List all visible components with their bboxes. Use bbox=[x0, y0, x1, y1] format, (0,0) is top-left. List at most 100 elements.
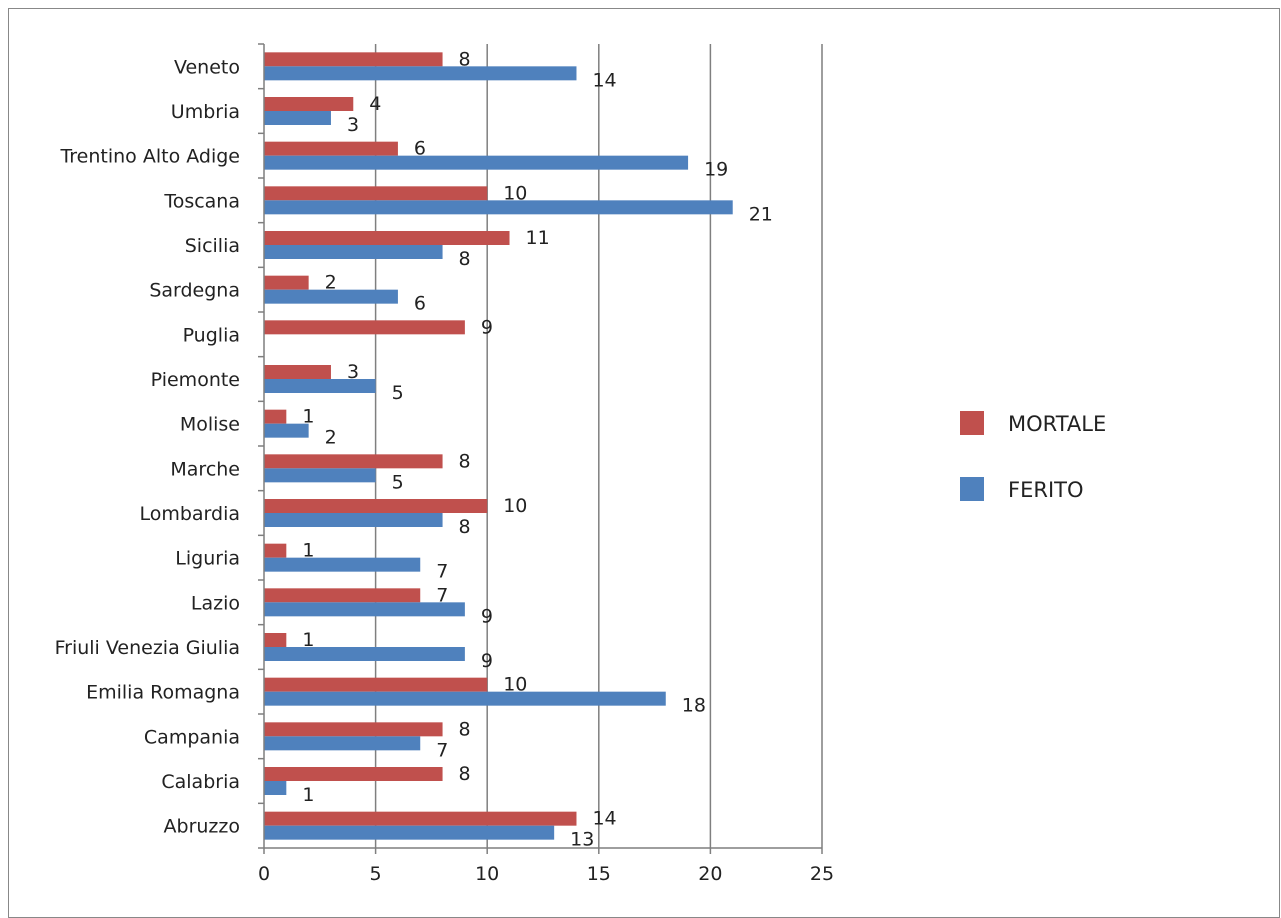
x-tick-label: 0 bbox=[258, 863, 270, 885]
data-label-ferito: 8 bbox=[459, 516, 471, 538]
category-label: Calabria bbox=[161, 771, 240, 793]
data-label-mortale: 10 bbox=[503, 182, 527, 204]
bar-mortale bbox=[264, 186, 488, 201]
bar-mortale bbox=[264, 722, 443, 737]
bar-mortale bbox=[264, 454, 443, 469]
bar-ferito bbox=[264, 245, 443, 259]
bar-ferito bbox=[264, 200, 733, 215]
data-label-mortale: 1 bbox=[302, 540, 314, 562]
bar-ferito bbox=[264, 423, 309, 438]
data-label-ferito: 1 bbox=[302, 784, 314, 806]
bar-ferito bbox=[264, 691, 666, 706]
bar-ferito bbox=[264, 289, 398, 304]
legend: MORTALE FERITO bbox=[960, 411, 1106, 502]
category-label: Abruzzo bbox=[164, 816, 240, 838]
x-tick-labels: 0 5 10 15 20 25 bbox=[258, 863, 834, 885]
bar-mortale bbox=[264, 52, 443, 67]
data-label-ferito: 21 bbox=[749, 203, 773, 225]
legend-swatch-mortale bbox=[960, 411, 984, 435]
data-label-ferito: 13 bbox=[570, 829, 594, 851]
data-label-ferito: 7 bbox=[436, 561, 448, 583]
data-label-ferito: 19 bbox=[704, 159, 728, 181]
data-label-ferito: 3 bbox=[347, 114, 359, 136]
data-labels: 8461011293181017110881414319218652587991… bbox=[302, 48, 773, 850]
category-label: Friuli Venezia Giulia bbox=[55, 637, 240, 659]
chart-frame: Veneto Umbria Trentino Alto Adige Toscana Si… bbox=[8, 8, 1280, 918]
x-tick-label: 20 bbox=[698, 863, 722, 885]
category-labels: Veneto Umbria Trentino Alto Adige Toscana Si… bbox=[55, 56, 240, 837]
data-label-mortale: 3 bbox=[347, 361, 359, 383]
bar-ferito bbox=[264, 602, 465, 617]
bar-ferito bbox=[264, 155, 689, 170]
bar-ferito bbox=[264, 781, 287, 795]
category-label: Puglia bbox=[183, 324, 240, 346]
bars bbox=[264, 52, 733, 840]
bar-mortale bbox=[264, 231, 510, 245]
data-label-mortale: 1 bbox=[302, 406, 314, 428]
data-label-ferito: 2 bbox=[325, 427, 337, 449]
data-label-ferito: 6 bbox=[414, 293, 426, 315]
data-label-mortale: 10 bbox=[503, 495, 527, 517]
bar-mortale bbox=[264, 320, 465, 335]
data-label-ferito: 18 bbox=[682, 695, 706, 717]
category-label: Piemonte bbox=[151, 369, 240, 391]
data-label-mortale: 8 bbox=[459, 450, 471, 472]
grid-lines bbox=[374, 44, 823, 848]
category-label: Umbria bbox=[171, 101, 240, 123]
category-label: Sicilia bbox=[185, 235, 240, 257]
bar-ferito bbox=[264, 736, 421, 751]
legend-label-mortale: MORTALE bbox=[1008, 412, 1106, 436]
category-label: Trentino Alto Adige bbox=[59, 146, 240, 168]
bar-mortale bbox=[264, 767, 443, 781]
bar-mortale bbox=[264, 275, 309, 290]
bar-mortale bbox=[264, 633, 287, 647]
bar-mortale bbox=[264, 141, 398, 156]
category-label: Sardegna bbox=[149, 280, 240, 302]
axes bbox=[258, 43, 823, 854]
category-label: Molise bbox=[180, 414, 240, 436]
category-label: Marche bbox=[170, 458, 240, 480]
bar-chart: Veneto Umbria Trentino Alto Adige Toscana Si… bbox=[55, 43, 1106, 885]
data-label-mortale: 7 bbox=[436, 584, 448, 606]
data-label-mortale: 4 bbox=[369, 93, 381, 115]
x-tick-label: 5 bbox=[370, 863, 382, 885]
category-label: Emilia Romagna bbox=[86, 682, 240, 704]
bar-ferito bbox=[264, 111, 331, 125]
data-label-mortale: 6 bbox=[414, 138, 426, 160]
bar-mortale bbox=[264, 499, 488, 513]
data-label-mortale: 8 bbox=[459, 763, 471, 785]
data-label-mortale: 14 bbox=[592, 808, 616, 830]
bar-mortale bbox=[264, 365, 331, 379]
data-label-ferito: 9 bbox=[481, 650, 493, 672]
data-label-ferito: 5 bbox=[392, 471, 404, 493]
category-label: Liguria bbox=[175, 548, 240, 570]
bar-mortale bbox=[264, 677, 488, 692]
data-label-ferito: 5 bbox=[392, 382, 404, 404]
bar-ferito bbox=[264, 66, 577, 81]
bar-ferito bbox=[264, 647, 465, 661]
data-label-mortale: 1 bbox=[302, 629, 314, 651]
bar-mortale bbox=[264, 811, 577, 826]
bar-ferito bbox=[264, 513, 443, 527]
x-tick-label: 25 bbox=[810, 863, 834, 885]
bar-ferito bbox=[264, 379, 376, 393]
bar-ferito bbox=[264, 468, 376, 483]
bar-ferito bbox=[264, 825, 555, 840]
x-tick-label: 10 bbox=[475, 863, 499, 885]
bar-mortale bbox=[264, 543, 287, 558]
data-label-ferito: 7 bbox=[436, 739, 448, 761]
category-label: Lombardia bbox=[139, 503, 240, 525]
data-label-mortale: 10 bbox=[503, 674, 527, 696]
bar-ferito bbox=[264, 557, 421, 572]
data-label-ferito: 14 bbox=[592, 69, 616, 91]
legend-swatch-ferito bbox=[960, 477, 984, 501]
data-label-mortale: 2 bbox=[325, 272, 337, 294]
category-label: Campania bbox=[144, 726, 240, 748]
category-label: Lazio bbox=[191, 592, 240, 614]
data-label-mortale: 11 bbox=[526, 227, 550, 249]
data-label-ferito: 9 bbox=[481, 605, 493, 627]
category-label: Veneto bbox=[174, 56, 240, 78]
bar-mortale bbox=[264, 588, 421, 603]
category-label: Toscana bbox=[163, 190, 240, 212]
legend-label-ferito: FERITO bbox=[1008, 478, 1084, 502]
